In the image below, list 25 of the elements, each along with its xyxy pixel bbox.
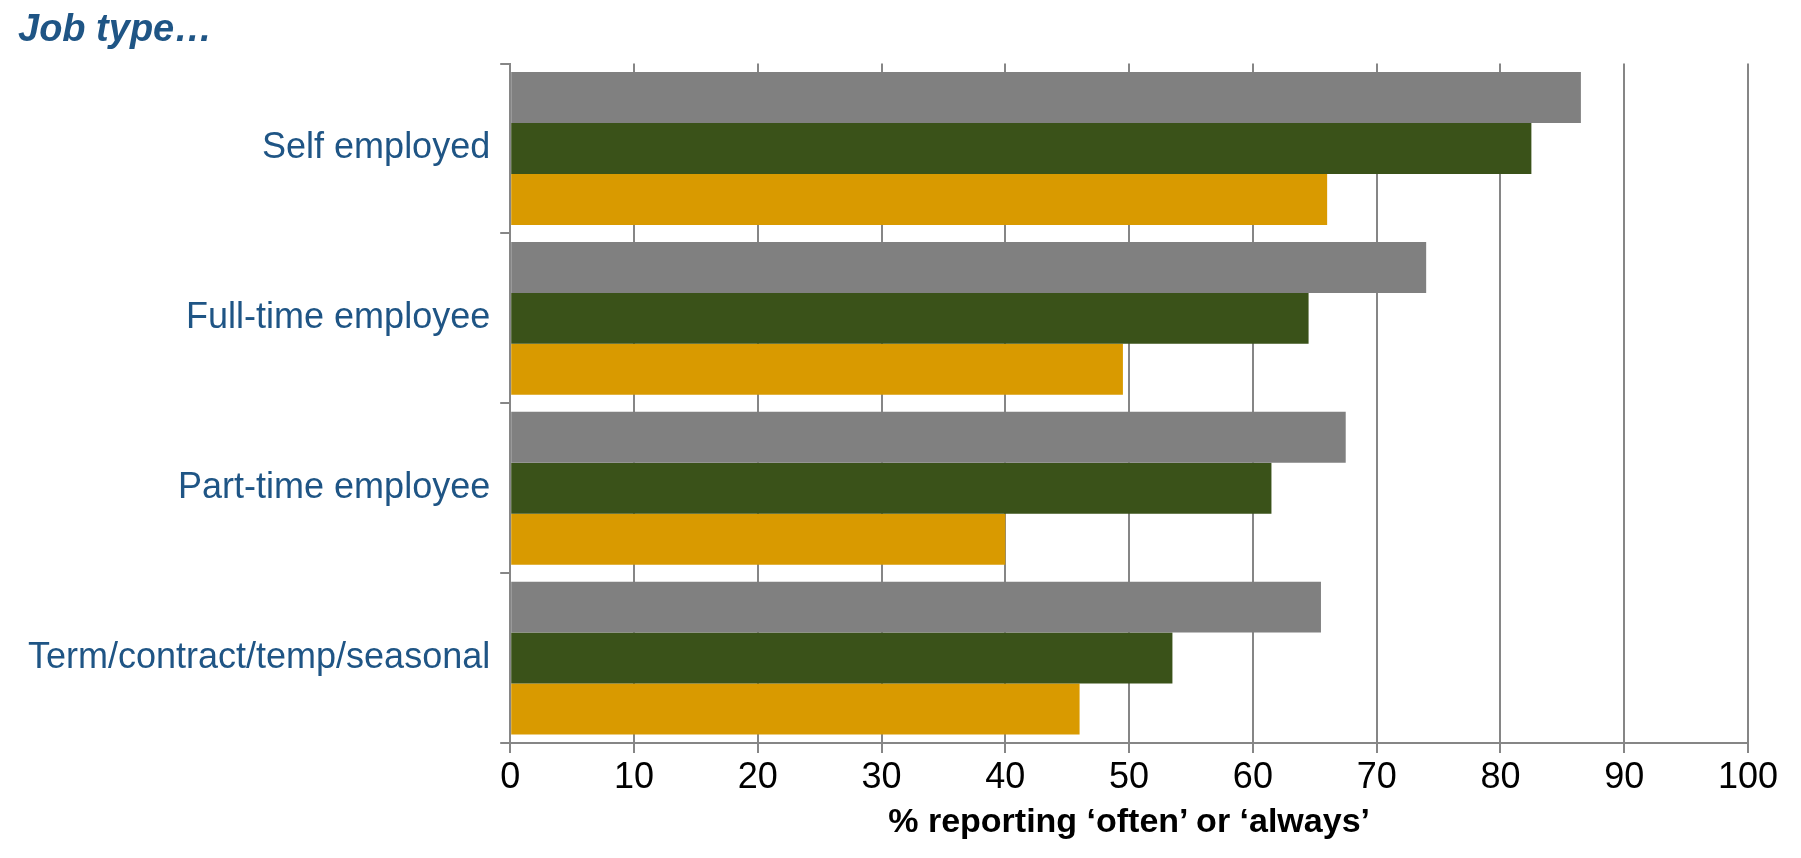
bar bbox=[511, 632, 1173, 684]
x-tick-label: 40 bbox=[985, 754, 1026, 796]
text: Job type… bbox=[18, 7, 213, 50]
x-tick-label: 90 bbox=[1604, 754, 1645, 796]
y-tick-label: Full-time employee bbox=[186, 295, 491, 337]
bar bbox=[511, 292, 1309, 344]
x-tick-label: 0 bbox=[500, 754, 521, 796]
x-tick-label: 20 bbox=[737, 754, 778, 796]
bar bbox=[511, 513, 1006, 565]
bar bbox=[511, 462, 1272, 514]
x-tick-label: 80 bbox=[1480, 754, 1521, 796]
y-tick-label: Term/contract/temp/seasonal bbox=[28, 635, 491, 676]
x-tick-label: 70 bbox=[1356, 754, 1397, 796]
bar bbox=[511, 683, 1080, 735]
bar bbox=[511, 123, 1532, 174]
bar bbox=[511, 343, 1123, 395]
x-tick-label: 60 bbox=[1232, 754, 1273, 796]
x-tick-label: 10 bbox=[613, 754, 654, 796]
x-tick-label: 30 bbox=[861, 754, 902, 796]
x-tick-label: 100 bbox=[1717, 754, 1779, 796]
bar bbox=[511, 174, 1328, 225]
y-tick-label: Part-time employee bbox=[178, 465, 491, 507]
y-tick-label: Self employed bbox=[262, 125, 491, 167]
x-axis-title: % reporting ‘often’ or ‘always’ bbox=[888, 800, 1370, 839]
x-tick-label: 50 bbox=[1109, 754, 1150, 796]
